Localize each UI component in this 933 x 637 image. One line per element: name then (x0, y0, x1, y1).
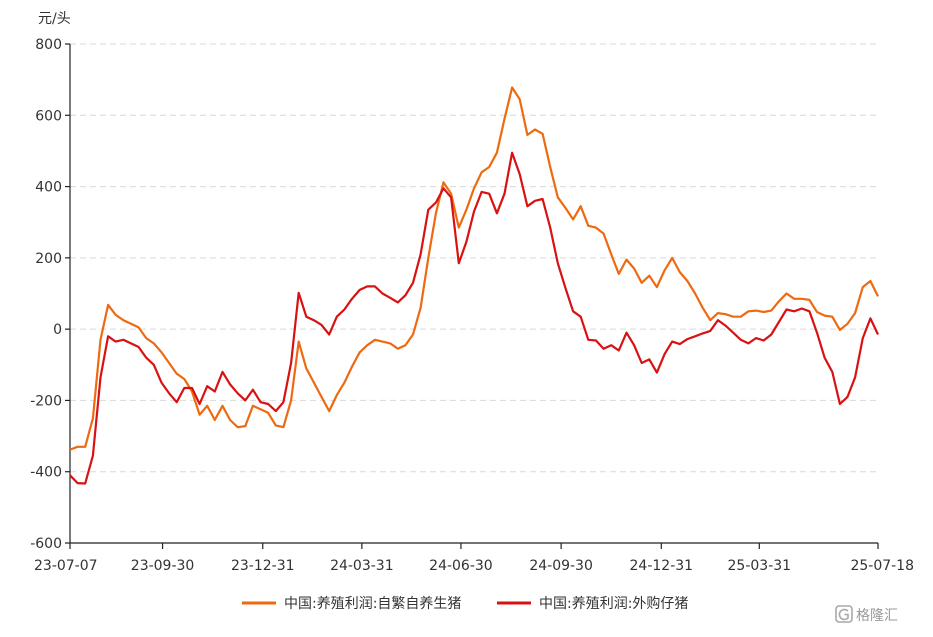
series-line-1 (69, 86, 879, 451)
y-tick-label: -400 (30, 465, 62, 481)
legend-label-2: 中国:养殖利润:外购仔猪 (539, 595, 688, 612)
x-tick-label: 25-07-18 (850, 558, 914, 574)
y-axis-unit-label: 元/头 (38, 11, 71, 27)
x-tick-label: 23-12-31 (231, 558, 295, 574)
y-tick-label: 800 (35, 37, 62, 53)
x-tick-label: 23-07-07 (34, 558, 98, 574)
x-tick-label: 24-03-31 (330, 558, 394, 574)
legend: 中国:养殖利润:自繁自养生猪 中国:养殖利润:外购仔猪 (242, 595, 688, 612)
x-tick-label: 24-12-31 (630, 558, 694, 574)
x-tick-label: 24-09-30 (529, 558, 593, 574)
y-tick-label: -200 (30, 393, 62, 409)
series-line-2 (69, 151, 879, 485)
watermark-logo-text: 格隆汇 (856, 608, 898, 624)
watermark-g-icon (838, 608, 849, 621)
x-tick-label: 25-03-31 (728, 558, 792, 574)
y-tick-label: 200 (35, 251, 62, 267)
series-lines (69, 86, 879, 485)
x-axis-ticks: 23-07-07 23-09-30 23-12-31 24-03-31 24-06-30… (34, 543, 914, 574)
y-tick-label: -600 (30, 536, 62, 552)
grid-lines (70, 43, 878, 473)
watermark-logo: 格隆汇 (835, 605, 898, 624)
y-tick-label: 0 (53, 322, 62, 338)
y-tick-label: 600 (35, 108, 62, 124)
x-tick-label: 23-09-30 (131, 558, 195, 574)
y-axis-ticks: -600 -400 -200 0 200 400 600 800 (30, 37, 70, 552)
y-tick-label: 400 (35, 180, 62, 196)
legend-label-1: 中国:养殖利润:自繁自养生猪 (284, 595, 461, 612)
watermark-logo-icon (835, 605, 853, 623)
x-tick-label: 24-06-30 (429, 558, 493, 574)
